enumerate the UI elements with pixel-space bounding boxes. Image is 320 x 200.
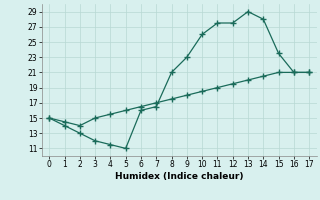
X-axis label: Humidex (Indice chaleur): Humidex (Indice chaleur)	[115, 172, 244, 181]
